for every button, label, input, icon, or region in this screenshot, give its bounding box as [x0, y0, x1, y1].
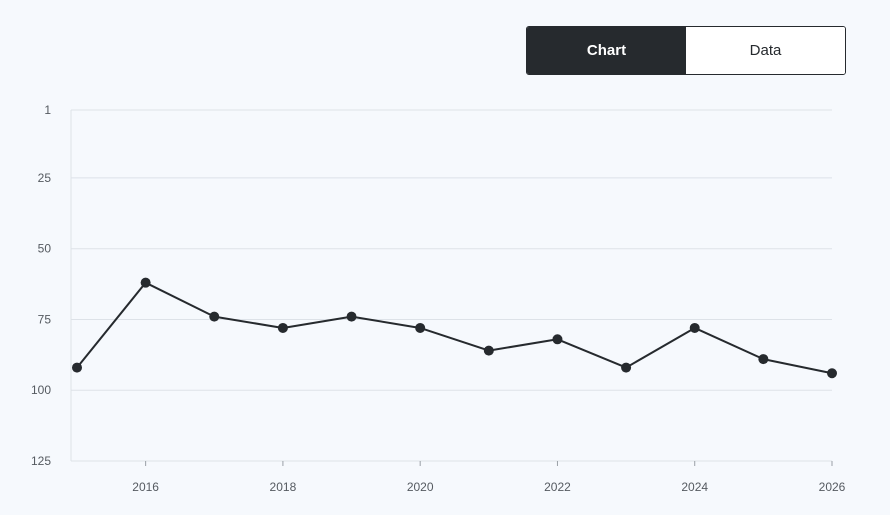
data-point: [72, 362, 82, 373]
data-point: [689, 322, 700, 333]
x-tick-label: 2020: [407, 480, 434, 494]
data-point: [277, 322, 288, 333]
data-point: [758, 354, 769, 365]
data-point: [346, 311, 357, 322]
chart-tab-button[interactable]: Chart: [527, 27, 686, 74]
data-point: [415, 322, 426, 333]
y-tick-label: 50: [38, 242, 52, 256]
data-point: [827, 368, 837, 379]
x-tick-label: 2018: [270, 480, 297, 494]
y-tick-label: 75: [38, 312, 52, 326]
x-tick-label: 2026: [819, 480, 846, 494]
y-tick-label: 25: [38, 171, 52, 185]
x-tick-label: 2024: [681, 480, 708, 494]
data-point: [140, 277, 151, 288]
x-tick-label: 2016: [132, 480, 159, 494]
y-tick-label: 100: [31, 383, 51, 397]
data-point: [552, 334, 563, 345]
data-point: [621, 362, 632, 373]
x-tick-label: 2022: [544, 480, 571, 494]
data-point: [483, 345, 494, 356]
data-tab-button[interactable]: Data: [686, 27, 845, 74]
data-point: [209, 311, 220, 322]
view-toggle: Chart Data: [526, 26, 846, 75]
y-tick-label: 125: [31, 454, 51, 468]
series-line: [76, 281, 833, 375]
y-tick-label: 1: [44, 103, 51, 117]
